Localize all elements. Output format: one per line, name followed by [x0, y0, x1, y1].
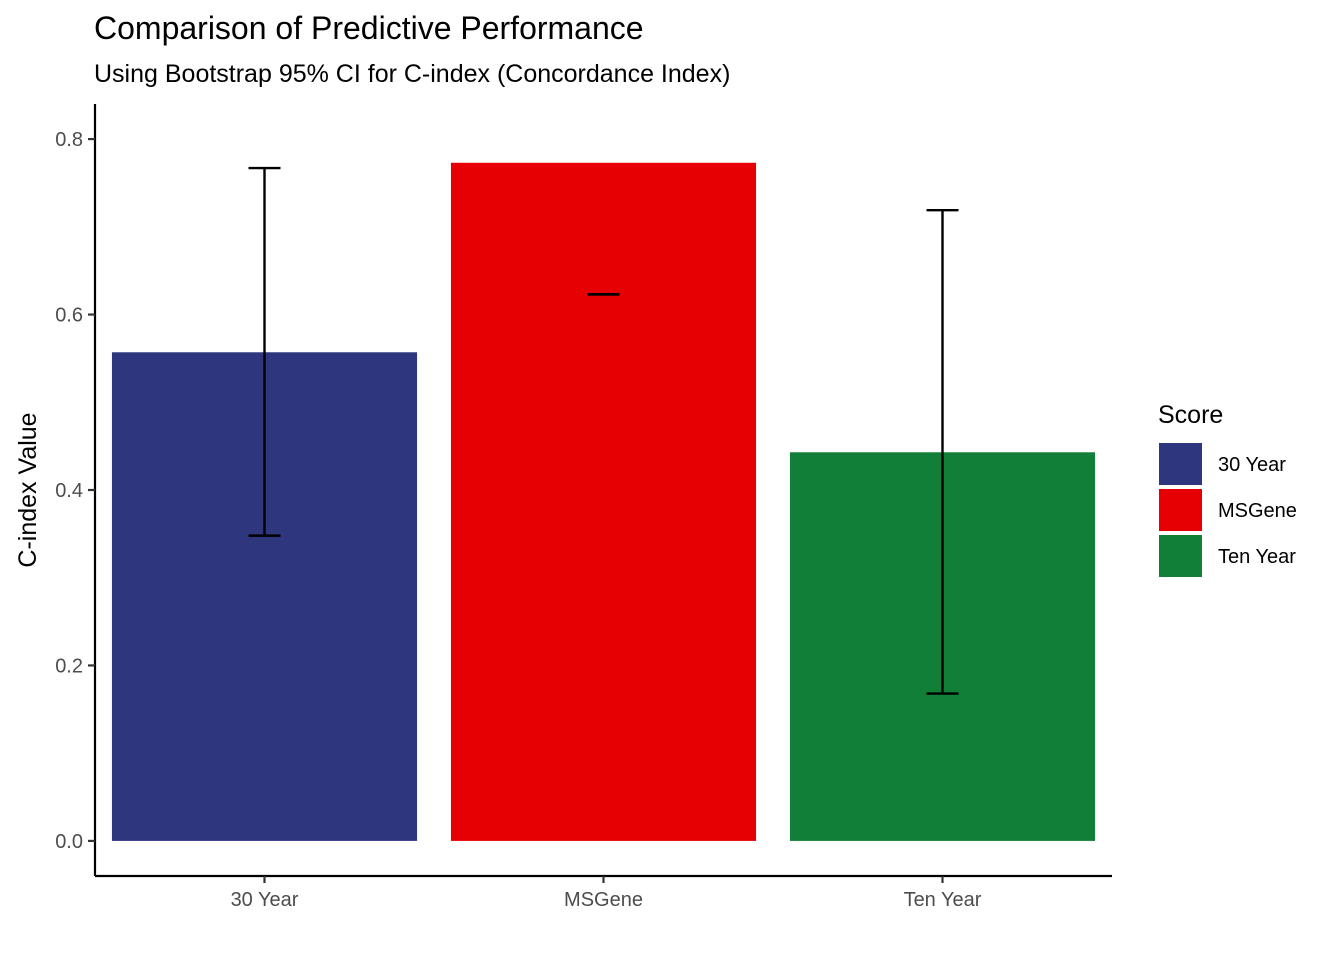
- legend-title: Score: [1158, 401, 1223, 429]
- error-bar: [248, 166, 281, 537]
- y-tick-label: 0.0: [55, 831, 83, 853]
- y-tick-label: 0.8: [55, 129, 83, 151]
- bar: [450, 162, 757, 841]
- plot-area: 0.0 0.2 0.4 0.6 0.8 30 Year MSGene Ten Year: [55, 104, 1112, 911]
- chart-subtitle: Using Bootstrap 95% CI for C-index (Conc…: [94, 60, 730, 88]
- legend-label: MSGene: [1218, 500, 1297, 522]
- x-tick-label: Ten Year: [904, 889, 982, 911]
- y-tick-label: 0.2: [55, 655, 83, 677]
- legend-key: [1159, 443, 1202, 485]
- chart-title: Comparison of Predictive Performance: [94, 10, 644, 46]
- x-tick-label: MSGene: [564, 889, 643, 911]
- y-tick-label: 0.6: [55, 305, 83, 327]
- y-tick-label: 0.4: [55, 480, 83, 502]
- legend-key: [1159, 489, 1202, 531]
- legend-key: [1159, 535, 1202, 577]
- legend-label: Ten Year: [1218, 546, 1296, 568]
- x-tick-label: 30 Year: [231, 889, 299, 911]
- y-axis-title: C-index Value: [14, 412, 42, 567]
- legend: Score 30 Year MSGene Ten Year: [1158, 401, 1297, 577]
- legend-label: 30 Year: [1218, 454, 1286, 476]
- error-bar: [926, 208, 959, 695]
